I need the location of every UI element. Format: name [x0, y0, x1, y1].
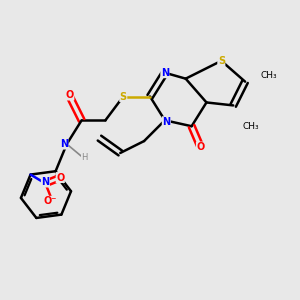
Text: O: O — [66, 90, 74, 100]
Text: CH₃: CH₃ — [261, 71, 277, 80]
Text: N: N — [161, 68, 169, 78]
Text: N: N — [60, 139, 68, 149]
Text: O: O — [56, 172, 64, 182]
Text: O⁻: O⁻ — [43, 196, 57, 206]
Text: H: H — [81, 153, 88, 162]
Text: S: S — [120, 92, 127, 101]
Text: N: N — [41, 177, 50, 187]
Text: N: N — [162, 117, 170, 127]
Text: O: O — [196, 142, 205, 152]
Text: S: S — [218, 56, 225, 66]
Text: CH₃: CH₃ — [243, 122, 260, 131]
